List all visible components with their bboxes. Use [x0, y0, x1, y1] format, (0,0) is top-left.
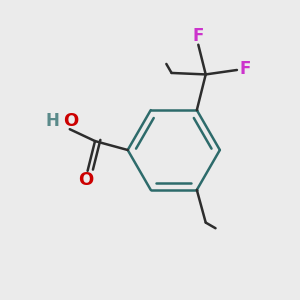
Text: F: F [240, 60, 251, 78]
Text: H: H [46, 112, 59, 130]
Text: F: F [192, 27, 203, 45]
Text: O: O [79, 171, 94, 189]
Text: O: O [64, 112, 79, 130]
